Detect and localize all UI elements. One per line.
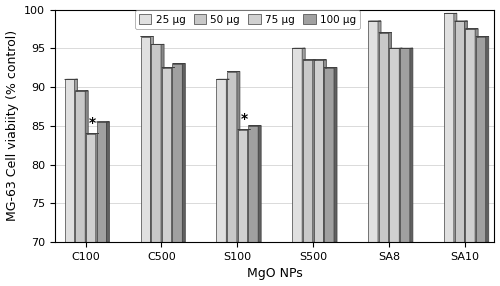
Polygon shape	[150, 37, 154, 242]
Bar	[248, 126, 258, 242]
Legend: 25 μg, 50 μg, 75 μg, 100 μg: 25 μg, 50 μg, 75 μg, 100 μg	[135, 10, 360, 29]
Bar	[151, 44, 161, 242]
Bar	[96, 122, 106, 242]
Polygon shape	[388, 33, 392, 242]
Text: *: *	[240, 112, 248, 126]
Polygon shape	[334, 67, 337, 242]
Bar	[314, 60, 324, 242]
Bar	[379, 33, 388, 242]
Bar	[476, 37, 486, 242]
Polygon shape	[454, 13, 457, 242]
Polygon shape	[410, 48, 413, 242]
Bar	[292, 48, 302, 242]
Polygon shape	[96, 134, 99, 242]
Y-axis label: MG-63 Cell viabiity (% control): MG-63 Cell viabiity (% control)	[6, 30, 18, 221]
Polygon shape	[161, 44, 164, 242]
Bar	[227, 72, 237, 242]
Bar	[368, 21, 378, 242]
Bar	[86, 134, 96, 242]
Bar	[76, 91, 85, 242]
Polygon shape	[106, 122, 110, 242]
Bar	[238, 130, 248, 242]
Bar	[444, 13, 454, 242]
Polygon shape	[85, 91, 88, 242]
Polygon shape	[302, 48, 305, 242]
Bar	[64, 79, 74, 242]
Polygon shape	[324, 60, 326, 242]
Polygon shape	[399, 48, 402, 242]
Polygon shape	[378, 21, 381, 242]
Polygon shape	[464, 21, 468, 242]
Bar	[390, 48, 399, 242]
Bar	[140, 37, 150, 242]
X-axis label: MgO NPs: MgO NPs	[247, 267, 302, 281]
Polygon shape	[74, 79, 78, 242]
Bar	[465, 29, 475, 242]
Polygon shape	[313, 60, 316, 242]
Polygon shape	[475, 29, 478, 242]
Bar	[172, 64, 182, 242]
Polygon shape	[182, 64, 186, 242]
Bar	[324, 68, 334, 242]
Bar	[454, 21, 464, 242]
Bar	[400, 48, 410, 242]
Bar	[216, 79, 226, 242]
Polygon shape	[486, 37, 489, 242]
Text: *: *	[89, 116, 96, 130]
Polygon shape	[258, 126, 261, 242]
Polygon shape	[226, 79, 230, 242]
Polygon shape	[237, 72, 240, 242]
Polygon shape	[172, 67, 174, 242]
Bar	[162, 68, 172, 242]
Polygon shape	[248, 130, 250, 242]
Bar	[303, 60, 313, 242]
